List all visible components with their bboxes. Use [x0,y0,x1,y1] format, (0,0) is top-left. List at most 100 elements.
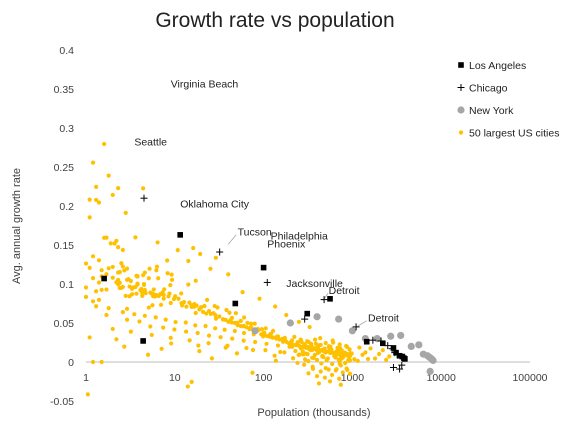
data-point [252,321,257,326]
data-point [355,358,360,363]
data-point [83,285,89,290]
data-point [272,353,277,358]
data-point [148,324,153,329]
data-point [402,356,408,362]
data-point [294,342,299,347]
data-point [202,303,207,309]
data-point [304,351,309,356]
data-point [132,312,137,317]
data-point [195,330,200,336]
data-point [120,264,125,269]
data-point [165,271,170,276]
data-point [169,277,175,282]
data-point [352,357,357,362]
legend-label: Los Angeles [469,60,526,72]
data-point [352,323,360,331]
data-point [327,379,333,384]
annotation-label: Detroit [329,285,360,297]
data-point [124,317,130,322]
data-point [327,350,333,356]
data-point [87,197,92,202]
data-point [122,344,127,349]
data-point [186,258,191,264]
data-point [196,343,201,348]
data-point [156,276,161,281]
data-point [302,357,308,362]
data-point [232,300,239,307]
data-point [134,291,139,296]
data-point [252,339,258,345]
data-point [290,344,295,349]
data-point [123,293,128,298]
legend: Los Angeles Chicago New York 50 largest US … [457,60,559,140]
data-point [193,323,198,328]
data-point [112,241,117,246]
x-tick-labels: 1 10 100 1000 10000 100000 [83,372,548,384]
data-point [189,304,194,310]
data-point [297,352,302,357]
x-axis-title: Population (thousands) [257,407,370,419]
data-point [334,349,339,354]
legend-item: 50 largest US cities [458,128,559,140]
data-point [282,350,287,355]
data-point [83,294,89,299]
data-point [340,355,346,360]
data-point [191,245,196,251]
data-point [168,282,173,288]
data-point [307,324,312,330]
legend-item: Los Angeles [458,60,526,72]
data-point [284,312,289,318]
data-point [168,300,173,306]
data-point [337,342,342,347]
data-point [299,345,305,350]
data-point [312,352,317,358]
data-point [193,278,198,283]
data-point [223,345,228,350]
data-point [344,366,349,371]
data-point [217,314,222,319]
data-point [360,352,365,357]
data-point [96,258,102,263]
data-point [151,294,156,299]
data-point [213,326,218,331]
data-point [94,289,99,294]
data-point [319,361,324,366]
data-point [150,303,155,308]
data-point [344,344,350,349]
data-point [203,323,208,329]
data-point [232,328,237,334]
data-point [369,336,377,344]
data-point [96,280,102,285]
data-point [303,345,309,350]
data-point [171,296,177,302]
data-point [140,338,146,344]
data-point [131,285,136,290]
data-point [222,327,227,332]
data-point [326,367,331,372]
data-point [257,296,262,301]
data-point [90,299,96,304]
data-point [128,329,133,334]
data-point [169,272,174,277]
data-point [169,341,174,346]
y-tick-label: 0.3 [59,123,74,135]
data-point [348,351,353,356]
data-point [314,374,320,379]
legend-item: Chicago [457,83,508,95]
data-point [273,304,278,309]
data-point [110,275,115,280]
data-point [260,264,267,271]
data-point [94,184,99,189]
data-point [330,361,335,367]
data-point [372,356,378,361]
data-point [309,346,315,351]
data-point [104,272,109,277]
data-point [173,319,178,325]
y-tick-label: -0.05 [50,396,74,408]
data-point [329,372,335,378]
data-point [85,392,90,397]
data-point [250,347,256,353]
data-point [295,360,300,366]
data-point [363,338,370,345]
data-point [330,338,335,343]
